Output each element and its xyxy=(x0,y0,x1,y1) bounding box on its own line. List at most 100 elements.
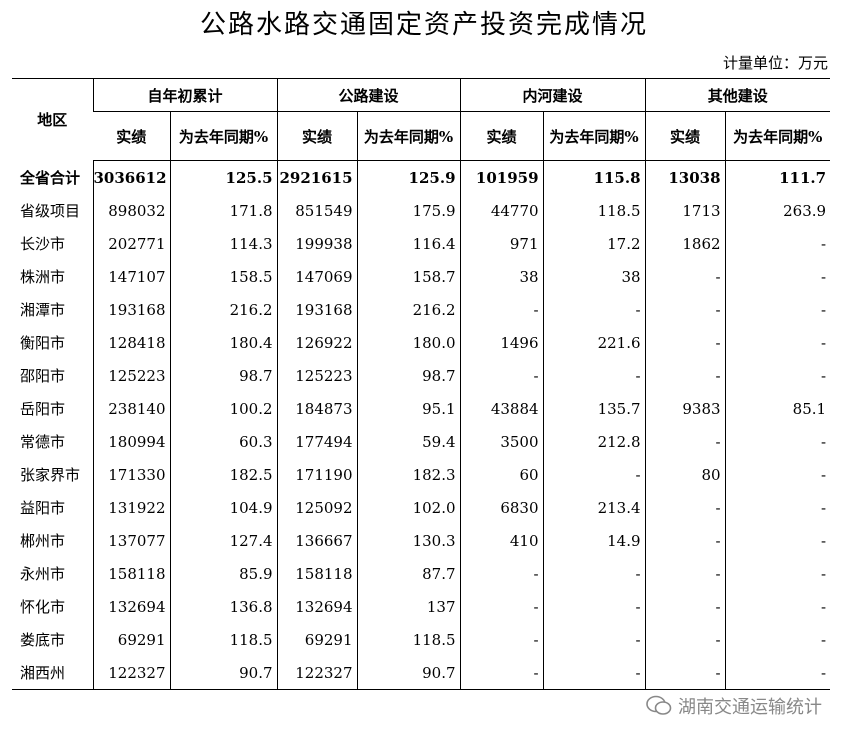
table-row: 娄底市 69291 118.5 69291 118.5- - - - xyxy=(12,623,831,656)
table-row: 张家界市 171330 182.5 171190 182.3 60-80- xyxy=(12,458,831,491)
value-cell: 87.7 xyxy=(356,557,461,590)
value-cell: - xyxy=(724,227,831,260)
value-cell: 122327 xyxy=(92,656,170,690)
value-cell: 1713 xyxy=(644,194,726,227)
value-cell: 171.8 xyxy=(169,194,278,227)
watermark: 湖南交通运输统计 xyxy=(646,693,822,719)
value-cell: - xyxy=(542,359,646,392)
value-cell: 135.7 xyxy=(542,392,646,425)
unit-note: 计量单位：万元 xyxy=(722,54,828,72)
region-cell: 益阳市 xyxy=(20,499,66,517)
value-cell: 101959 xyxy=(459,160,544,194)
value-cell: 132694 xyxy=(92,590,170,623)
value-cell: 13038 xyxy=(644,160,726,194)
region-cell: 永州市 xyxy=(20,565,66,583)
table-row: 益阳市 131922 104.9 125092 102.0 6830 213.4- - xyxy=(12,491,831,524)
value-cell: 193168 xyxy=(276,293,358,326)
value-cell: 116.4 xyxy=(356,227,461,260)
value-cell: 410 xyxy=(459,524,544,557)
value-cell: 1496 xyxy=(459,326,544,359)
value-cell: 60 xyxy=(459,458,544,491)
value-cell: 180994 xyxy=(92,425,170,458)
region-cell: 张家界市 xyxy=(20,466,81,484)
value-cell: 3036612 xyxy=(92,160,170,194)
value-cell: 147069 xyxy=(276,260,358,293)
value-cell: - xyxy=(644,491,726,524)
value-cell: 102.0 xyxy=(356,491,461,524)
table-row: 永州市 158118 85.9 158118 87.7- - - - xyxy=(12,557,831,590)
table-row: 岳阳市 238140 100.2 184873 95.1 43884 135.7 9383 85… xyxy=(12,392,831,425)
value-cell: - xyxy=(724,491,831,524)
region-cell: 湘潭市 xyxy=(20,301,66,319)
value-cell: 202771 xyxy=(92,227,170,260)
value-cell: 95.1 xyxy=(356,392,461,425)
value-cell: 125.9 xyxy=(356,160,461,194)
value-cell: - xyxy=(542,458,646,491)
value-cell: - xyxy=(542,557,646,590)
table-row: 衡阳市 128418 180.4 126922 180.0 1496 221.6- - xyxy=(12,326,831,359)
value-cell: 971 xyxy=(459,227,544,260)
value-cell: 132694 xyxy=(276,590,358,623)
value-cell: 184873 xyxy=(276,392,358,425)
table-row: 全省合计 3036612 125.5 2921615 125.9 101959 115.8 1… xyxy=(12,160,831,194)
region-cell: 长沙市 xyxy=(20,235,66,253)
value-cell: - xyxy=(542,590,646,623)
value-cell: - xyxy=(644,326,726,359)
table-row: 株洲市 147107 158.5 147069 158.7 38 38- - xyxy=(12,260,831,293)
table-row: 常德市 180994 60.3 177494 59.4 3500 212.8- - xyxy=(12,425,831,458)
group-header: 其他建设 xyxy=(644,78,831,112)
value-cell: 85.9 xyxy=(169,557,278,590)
value-cell: - xyxy=(644,293,726,326)
value-cell: 125223 xyxy=(276,359,358,392)
value-cell: 14.9 xyxy=(542,524,646,557)
value-cell: 158.7 xyxy=(356,260,461,293)
value-cell: 38 xyxy=(459,260,544,293)
value-cell: 127.4 xyxy=(169,524,278,557)
region-cell: 怀化市 xyxy=(20,598,66,616)
region-cell: 省级项目 xyxy=(20,202,81,220)
value-cell: 44770 xyxy=(459,194,544,227)
value-cell: 898032 xyxy=(92,194,170,227)
value-cell: - xyxy=(459,656,544,690)
value-cell: 59.4 xyxy=(356,425,461,458)
value-cell: 130.3 xyxy=(356,524,461,557)
value-cell: 69291 xyxy=(276,623,358,656)
value-cell: - xyxy=(644,557,726,590)
value-cell: 238140 xyxy=(92,392,170,425)
watermark-text: 湖南交通运输统计 xyxy=(678,697,822,718)
value-cell: 2921615 xyxy=(276,160,358,194)
value-cell: 80 xyxy=(644,458,726,491)
region-cell: 株洲市 xyxy=(20,268,66,286)
value-cell: - xyxy=(644,590,726,623)
value-cell: 6830 xyxy=(459,491,544,524)
value-cell: 85.1 xyxy=(724,392,831,425)
value-cell: 90.7 xyxy=(169,656,278,690)
value-cell: - xyxy=(724,458,831,491)
region-cell: 邵阳市 xyxy=(20,367,66,385)
value-cell: - xyxy=(459,293,544,326)
sub-header: 实绩 xyxy=(93,111,170,161)
value-cell: 180.4 xyxy=(169,326,278,359)
value-cell: 111.7 xyxy=(724,160,831,194)
value-cell: 136667 xyxy=(276,524,358,557)
value-cell: 221.6 xyxy=(542,326,646,359)
value-cell: 118.5 xyxy=(542,194,646,227)
value-cell: - xyxy=(724,524,831,557)
value-cell: - xyxy=(724,623,831,656)
value-cell: 193168 xyxy=(92,293,170,326)
table-row: 怀化市 132694 136.8 132694 137- - - - xyxy=(12,590,831,623)
value-cell: - xyxy=(459,359,544,392)
value-cell: 118.5 xyxy=(356,623,461,656)
value-cell: 17.2 xyxy=(542,227,646,260)
value-cell: 158118 xyxy=(276,557,358,590)
value-cell: 216.2 xyxy=(356,293,461,326)
title: 公路水路交通固定资产投资完成情况 xyxy=(199,10,648,40)
value-cell: - xyxy=(459,590,544,623)
value-cell: 38 xyxy=(542,260,646,293)
table-row: 湘西州 122327 90.7 122327 90.7- - - - xyxy=(12,656,831,690)
value-cell: 125223 xyxy=(92,359,170,392)
region-cell: 娄底市 xyxy=(20,631,66,649)
value-cell: - xyxy=(724,260,831,293)
sub-header: 为去年同期% xyxy=(542,111,646,161)
